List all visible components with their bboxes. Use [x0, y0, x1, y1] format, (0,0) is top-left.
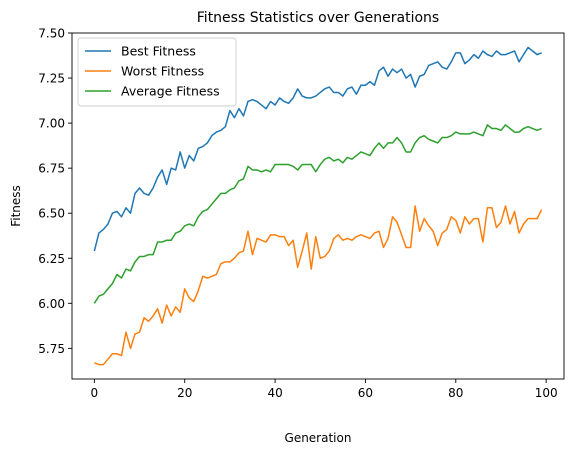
- y-axis-label: Fitness: [9, 185, 23, 227]
- legend-box: [77, 37, 237, 107]
- x-axis-label: Generation: [285, 431, 352, 445]
- x-tick-label: 20: [177, 386, 192, 400]
- legend: Best Fitness Worst Fitness Average Fitness: [77, 37, 237, 107]
- series-line-1: [94, 205, 543, 366]
- plot-frame: [71, 32, 565, 380]
- x-tick-label: 0: [91, 386, 99, 400]
- x-tick-label: 80: [448, 386, 463, 400]
- y-tick-label: 6.50: [38, 207, 65, 221]
- legend-label: Average Fitness: [121, 84, 220, 99]
- y-tick-label: 7.00: [38, 117, 65, 131]
- x-tick-label: 60: [358, 386, 373, 400]
- x-tick-label: 100: [535, 386, 558, 400]
- y-tick-label: 6.00: [38, 297, 65, 311]
- y-tick-label: 7.50: [38, 27, 65, 41]
- y-tick-label: 5.75: [38, 342, 65, 356]
- plot-lines: [93, 46, 543, 366]
- chart-title: Fitness Statistics over Generations: [197, 10, 439, 26]
- x-axis-ticks: 0 20 40 60 80 100: [91, 379, 558, 400]
- y-tick-label: 6.25: [38, 252, 65, 266]
- x-tick-label: 40: [267, 386, 282, 400]
- y-tick-label: 7.25: [38, 72, 65, 86]
- series-line-2: [93, 124, 542, 304]
- y-axis-ticks: 5.75 6.00 6.25 6.50 6.75 7.00 7.25 7.50: [38, 27, 72, 356]
- legend-label: Worst Fitness: [121, 64, 204, 79]
- series-line-0: [93, 46, 542, 252]
- legend-label: Best Fitness: [121, 44, 196, 59]
- y-tick-label: 6.75: [38, 162, 65, 176]
